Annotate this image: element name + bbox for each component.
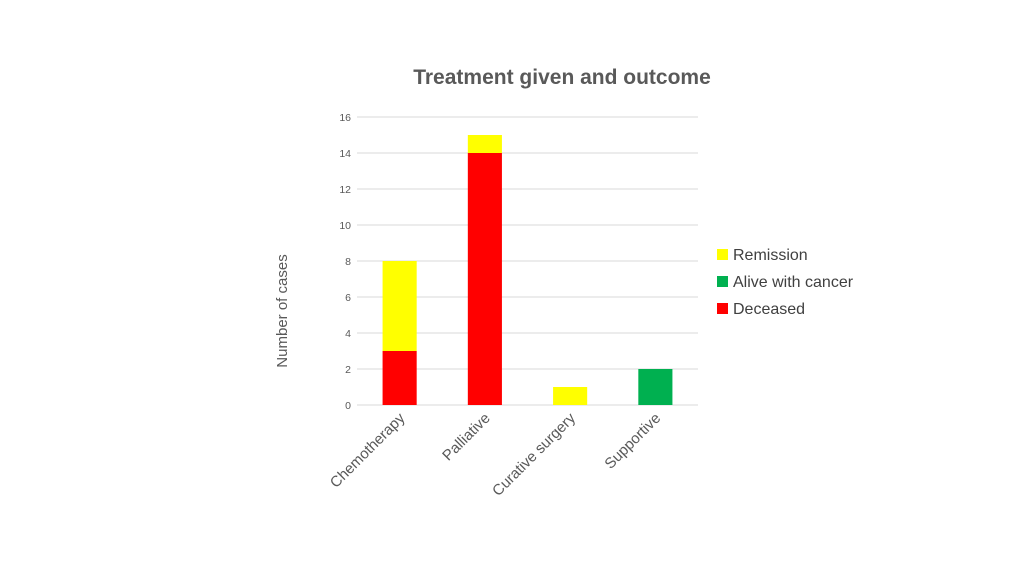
y-tick-label: 2 bbox=[345, 364, 351, 376]
bar-deceased bbox=[382, 351, 417, 405]
y-tick-label: 0 bbox=[345, 400, 351, 412]
bar-remission bbox=[467, 135, 502, 153]
y-tick-label: 10 bbox=[339, 220, 351, 232]
y-tick-label: 14 bbox=[339, 148, 351, 160]
y-tick-label: 8 bbox=[345, 256, 351, 268]
x-tick-label: Palliative bbox=[439, 410, 493, 464]
x-tick-label: Chemotherapy bbox=[327, 409, 409, 491]
legend-swatch bbox=[717, 276, 728, 287]
y-tick-label: 12 bbox=[339, 184, 351, 196]
y-tick-label: 4 bbox=[345, 328, 351, 340]
legend-label: Deceased bbox=[733, 301, 805, 318]
bar-alive-with-cancer bbox=[638, 369, 673, 405]
bar-remission bbox=[553, 387, 588, 405]
bars bbox=[382, 135, 673, 405]
y-axis-label: Number of cases bbox=[274, 254, 291, 367]
x-tick-label: Supportive bbox=[601, 410, 664, 473]
legend: Remission Alive with cancer Deceased bbox=[717, 247, 854, 318]
legend-label: Remission bbox=[733, 247, 808, 264]
legend-label: Alive with cancer bbox=[733, 274, 854, 291]
legend-swatch bbox=[717, 303, 728, 314]
legend-swatch bbox=[717, 249, 728, 260]
y-tick-label: 6 bbox=[345, 292, 351, 304]
legend-item: Remission bbox=[717, 247, 808, 264]
bar-deceased bbox=[467, 153, 502, 405]
bar-remission bbox=[382, 261, 417, 351]
x-tick-label: Curative surgery bbox=[489, 409, 579, 499]
legend-item: Deceased bbox=[717, 301, 805, 318]
chart-title: Treatment given and outcome bbox=[413, 66, 711, 89]
y-tick-labels: 0 2 4 6 8 10 12 14 16 bbox=[339, 112, 351, 412]
y-tick-label: 16 bbox=[339, 112, 351, 124]
legend-item: Alive with cancer bbox=[717, 274, 854, 291]
